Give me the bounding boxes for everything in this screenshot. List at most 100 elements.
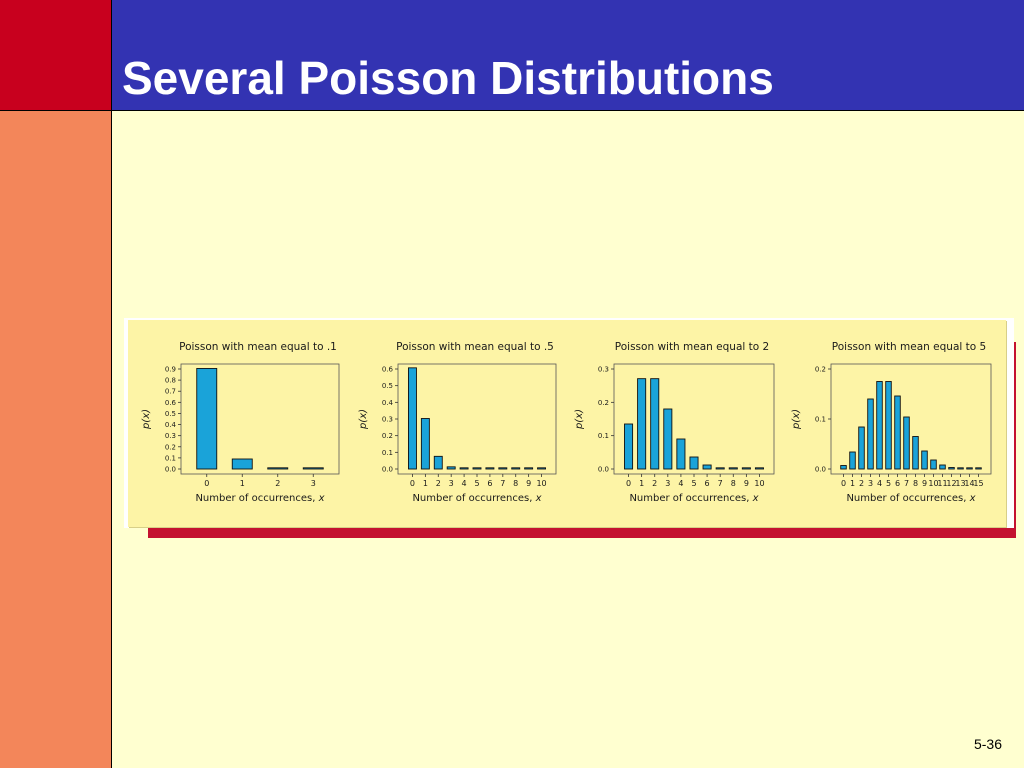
y-tick-label: 0.0 [382,466,393,474]
bar [650,378,660,470]
bar [433,455,443,470]
bar [903,416,910,470]
bar [485,467,495,470]
bar [498,467,508,470]
bar [840,465,847,470]
bar [663,408,673,470]
x-tick-label: 0 [410,479,415,488]
bar [741,467,751,470]
chart-title: Poisson with mean equal to .1 [179,341,337,353]
x-tick-label: 4 [462,479,467,488]
y-tick-label: 0.9 [165,366,176,374]
x-tick-label: 2 [859,479,864,488]
title-bar: Several Poisson Distributions [112,0,1024,111]
x-tick-label: 10 [754,479,764,488]
x-tick-label: 0 [626,479,631,488]
x-tick-label: 6 [895,479,900,488]
x-tick-label: 8 [913,479,918,488]
y-tick-label: 0.1 [815,416,826,424]
y-axis-label: p(x) [791,409,802,430]
x-tick-label: 5 [691,479,696,488]
y-tick-label: 0.0 [165,466,176,474]
x-tick-label: 11 [937,479,947,488]
x-tick-label: 3 [449,479,454,488]
x-tick-label: 9 [526,479,531,488]
bar [511,467,521,470]
bar [267,467,289,470]
bar [637,378,647,470]
bar [957,467,964,470]
y-tick-label: 0.7 [165,388,176,396]
corner-accent-block [0,0,112,111]
chart-title: Poisson with mean equal to 2 [615,341,769,353]
y-tick-label: 0.4 [382,399,394,407]
bar [966,467,973,470]
x-tick-label: 6 [705,479,710,488]
x-tick-label: 1 [639,479,644,488]
bar [459,467,469,470]
y-tick-label: 0.2 [165,443,176,451]
bar [930,459,937,470]
x-axis-label: Number of occurrences, x [412,493,541,504]
y-tick-label: 0.8 [165,377,176,385]
x-tick-label: 3 [868,479,873,488]
x-tick-label: 1 [850,479,855,488]
bar [446,466,456,470]
bar [876,381,883,470]
y-tick-label: 0.1 [165,454,176,462]
left-side-bar [0,111,112,768]
x-tick-label: 0 [841,479,846,488]
bar [885,381,892,470]
x-axis-label: Number of occurrences, x [629,493,758,504]
bar [858,426,865,470]
x-tick-label: 1 [423,479,428,488]
y-tick-label: 0.1 [382,449,393,457]
bar [689,456,699,470]
bar [408,367,417,470]
plot-frame [180,363,340,475]
x-axis-label: Number of occurrences, x [846,493,975,504]
bar [939,464,946,470]
page-number: 5-36 [973,736,1002,752]
bar [196,367,218,470]
x-tick-label: 8 [513,479,518,488]
x-tick-label: 4 [678,479,683,488]
x-tick-label: 10 [928,479,938,488]
x-tick-label: 3 [665,479,670,488]
y-axis-label: p(x) [358,409,369,430]
x-tick-label: 7 [718,479,723,488]
x-tick-label: 15 [973,479,983,488]
bar [420,418,430,470]
bar [728,467,738,470]
bar [715,467,725,470]
bar [537,467,546,470]
x-tick-label: 2 [275,479,280,488]
bar [472,467,482,470]
x-tick-label: 1 [240,479,245,488]
x-tick-label: 13 [955,479,965,488]
y-tick-label: 0.2 [382,432,393,440]
y-tick-label: 0.6 [382,366,394,374]
x-tick-label: 9 [744,479,749,488]
y-axis-label: p(x) [574,409,585,430]
bar [524,467,534,470]
y-tick-label: 0.1 [598,432,609,440]
bar [676,438,686,470]
x-tick-label: 0 [204,479,209,488]
y-tick-label: 0.3 [382,416,393,424]
x-tick-label: 8 [731,479,736,488]
chart-title: Poisson with mean equal to 5 [832,341,986,353]
y-tick-label: 0.2 [815,366,826,374]
y-tick-label: 0.3 [165,432,176,440]
x-tick-label: 7 [904,479,909,488]
bar [624,423,634,470]
bar [754,467,764,470]
x-tick-label: 9 [922,479,927,488]
y-tick-label: 0.5 [165,410,176,418]
bar [921,450,928,470]
x-tick-label: 5 [474,479,479,488]
slide-title: Several Poisson Distributions [122,52,774,104]
y-tick-label: 0.3 [598,366,609,374]
y-tick-label: 0.0 [815,466,826,474]
bar [975,467,982,470]
